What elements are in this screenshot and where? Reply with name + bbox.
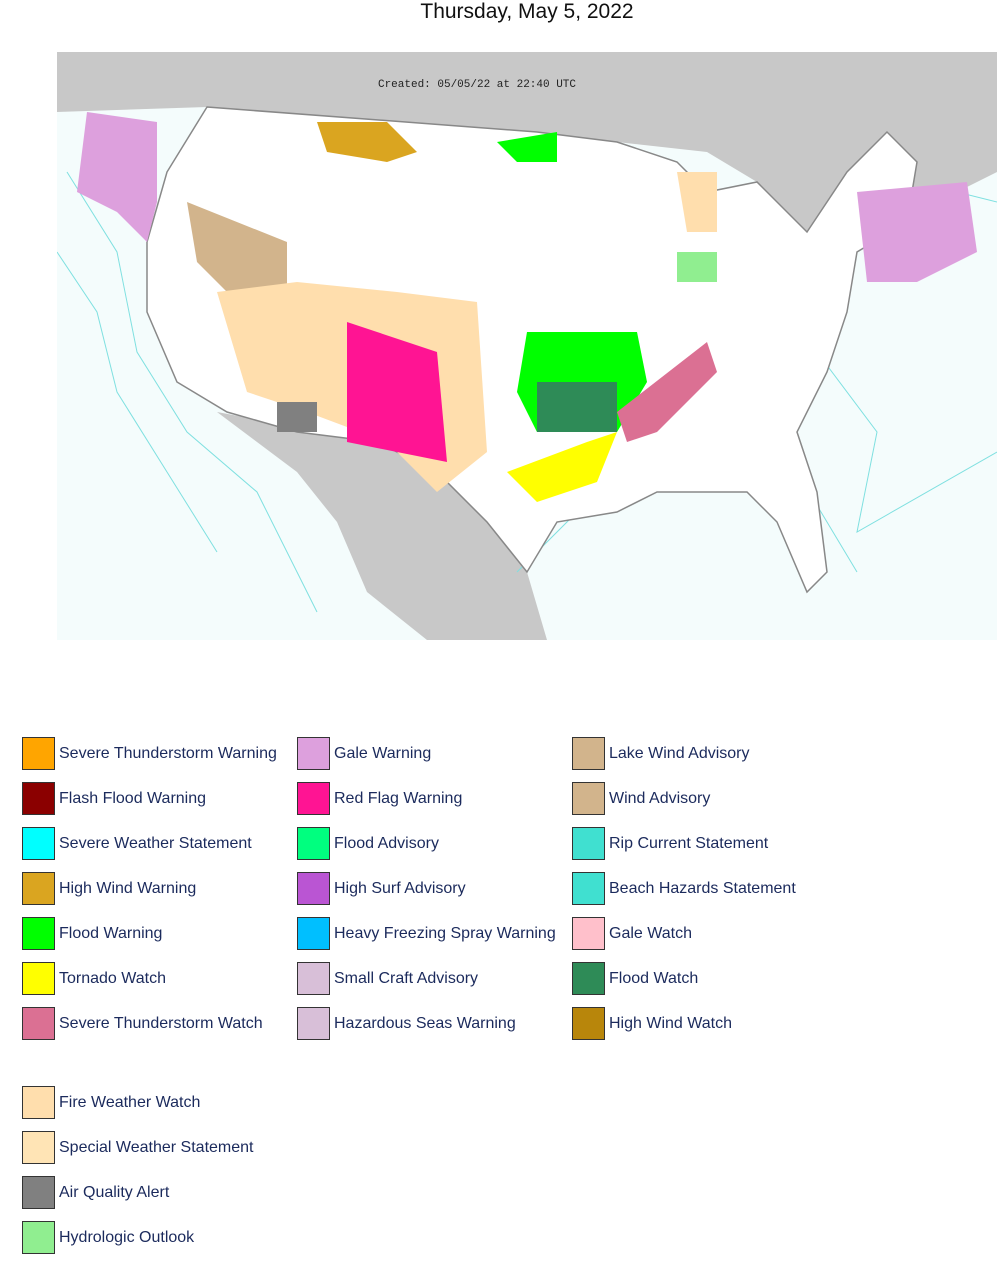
- legend-item: Severe Thunderstorm Warning: [22, 736, 277, 771]
- legend-swatch: [572, 1007, 605, 1040]
- legend-swatch: [22, 1131, 55, 1164]
- hydrologic-area: [677, 252, 717, 282]
- legend-item: Red Flag Warning: [297, 781, 462, 816]
- legend-item: High Wind Warning: [22, 871, 196, 906]
- legend-item: Air Quality Alert: [22, 1175, 169, 1210]
- legend-label: Severe Thunderstorm Watch: [59, 1014, 263, 1032]
- legend-item: Special Weather Statement: [22, 1130, 253, 1165]
- legend-item: Flood Advisory: [297, 826, 439, 861]
- legend-swatch: [22, 1007, 55, 1040]
- legend-label: Flood Warning: [59, 924, 163, 942]
- legend-label: Rip Current Statement: [609, 834, 769, 852]
- legend-swatch: [297, 782, 330, 815]
- legend-label: Lake Wind Advisory: [609, 744, 750, 762]
- legend-swatch: [22, 872, 55, 905]
- legend-label: Gale Watch: [609, 924, 692, 942]
- legend-label: Red Flag Warning: [334, 789, 463, 807]
- legend-label: Heavy Freezing Spray Warning: [334, 924, 556, 942]
- hazard-map: Created: 05/05/22 at 22:40 UTC: [57, 52, 997, 640]
- legend-item: Tornado Watch: [22, 961, 166, 996]
- legend-swatch: [22, 1086, 55, 1119]
- legend-item: Fire Weather Watch: [22, 1085, 200, 1120]
- legend-item: Severe Weather Statement: [22, 826, 252, 861]
- legend-item: Heavy Freezing Spray Warning: [297, 916, 556, 951]
- legend-label: Special Weather Statement: [59, 1138, 254, 1156]
- legend-item: Lake Wind Advisory: [572, 736, 750, 771]
- legend-swatch: [22, 1176, 55, 1209]
- gale-warning-area: [857, 182, 977, 282]
- legend-label: Fire Weather Watch: [59, 1093, 201, 1111]
- thunderstorm-watch-area: [617, 342, 717, 442]
- legend-label: High Wind Warning: [59, 879, 197, 897]
- legend-swatch: [572, 782, 605, 815]
- gale-warning-area: [77, 112, 157, 242]
- legend-item: Small Craft Advisory: [297, 961, 478, 996]
- legend-item: Hydrologic Outlook: [22, 1220, 194, 1255]
- legend-label: Hydrologic Outlook: [59, 1228, 195, 1246]
- legend-label: High Surf Advisory: [334, 879, 466, 897]
- legend-label: Severe Weather Statement: [59, 834, 252, 852]
- legend-swatch: [572, 962, 605, 995]
- legend-label: Gale Warning: [334, 744, 432, 762]
- legend-label: Air Quality Alert: [59, 1183, 170, 1201]
- legend-item: Gale Watch: [572, 916, 692, 951]
- legend-swatch: [22, 827, 55, 860]
- high-wind-area: [317, 122, 417, 162]
- legend-item: Beach Hazards Statement: [572, 871, 796, 906]
- legend-label: High Wind Watch: [609, 1014, 732, 1032]
- legend-label: Beach Hazards Statement: [609, 879, 796, 897]
- legend-label: Flash Flood Warning: [59, 789, 207, 807]
- legend-item: Wind Advisory: [572, 781, 710, 816]
- flood-warning-area: [497, 132, 557, 162]
- legend-label: Hazardous Seas Warning: [334, 1014, 516, 1032]
- legend-swatch: [297, 872, 330, 905]
- legend-swatch: [297, 917, 330, 950]
- legend-swatch: [572, 917, 605, 950]
- legend-item: Flood Warning: [22, 916, 162, 951]
- legend-label: Wind Advisory: [609, 789, 711, 807]
- legend-label: Tornado Watch: [59, 969, 167, 987]
- legend-swatch: [297, 827, 330, 860]
- legend-item: High Wind Watch: [572, 1006, 732, 1041]
- legend-swatch: [572, 827, 605, 860]
- legend-item: Rip Current Statement: [572, 826, 768, 861]
- legend-swatch: [297, 962, 330, 995]
- legend-swatch: [22, 1221, 55, 1254]
- legend-item: Severe Thunderstorm Watch: [22, 1006, 263, 1041]
- created-stamp: Created: 05/05/22 at 22:40 UTC: [378, 79, 576, 91]
- mexico: [217, 412, 547, 640]
- wind-advisory-area: [187, 202, 287, 292]
- legend-item: High Surf Advisory: [297, 871, 466, 906]
- legend-label: Flood Advisory: [334, 834, 439, 852]
- legend-swatch: [572, 737, 605, 770]
- legend-label: Severe Thunderstorm Warning: [59, 744, 277, 762]
- legend-swatch: [297, 737, 330, 770]
- legend-swatch: [22, 917, 55, 950]
- legend-item: Flash Flood Warning: [22, 781, 206, 816]
- canada: [57, 52, 997, 252]
- special-statement-area: [677, 172, 717, 232]
- legend-swatch: [572, 872, 605, 905]
- air-quality-area: [277, 402, 317, 432]
- legend-label: Small Craft Advisory: [334, 969, 479, 987]
- legend-item: Flood Watch: [572, 961, 698, 996]
- flood-watch-area: [537, 382, 617, 432]
- red-flag-area: [347, 322, 447, 462]
- legend-swatch: [297, 1007, 330, 1040]
- legend-item: Gale Warning: [297, 736, 431, 771]
- legend-item: Hazardous Seas Warning: [297, 1006, 516, 1041]
- legend-label: Flood Watch: [609, 969, 699, 987]
- legend-swatch: [22, 782, 55, 815]
- page-title: Thursday, May 5, 2022: [420, 0, 634, 23]
- tornado-watch-area: [507, 432, 617, 502]
- legend-swatch: [22, 737, 55, 770]
- legend-swatch: [22, 962, 55, 995]
